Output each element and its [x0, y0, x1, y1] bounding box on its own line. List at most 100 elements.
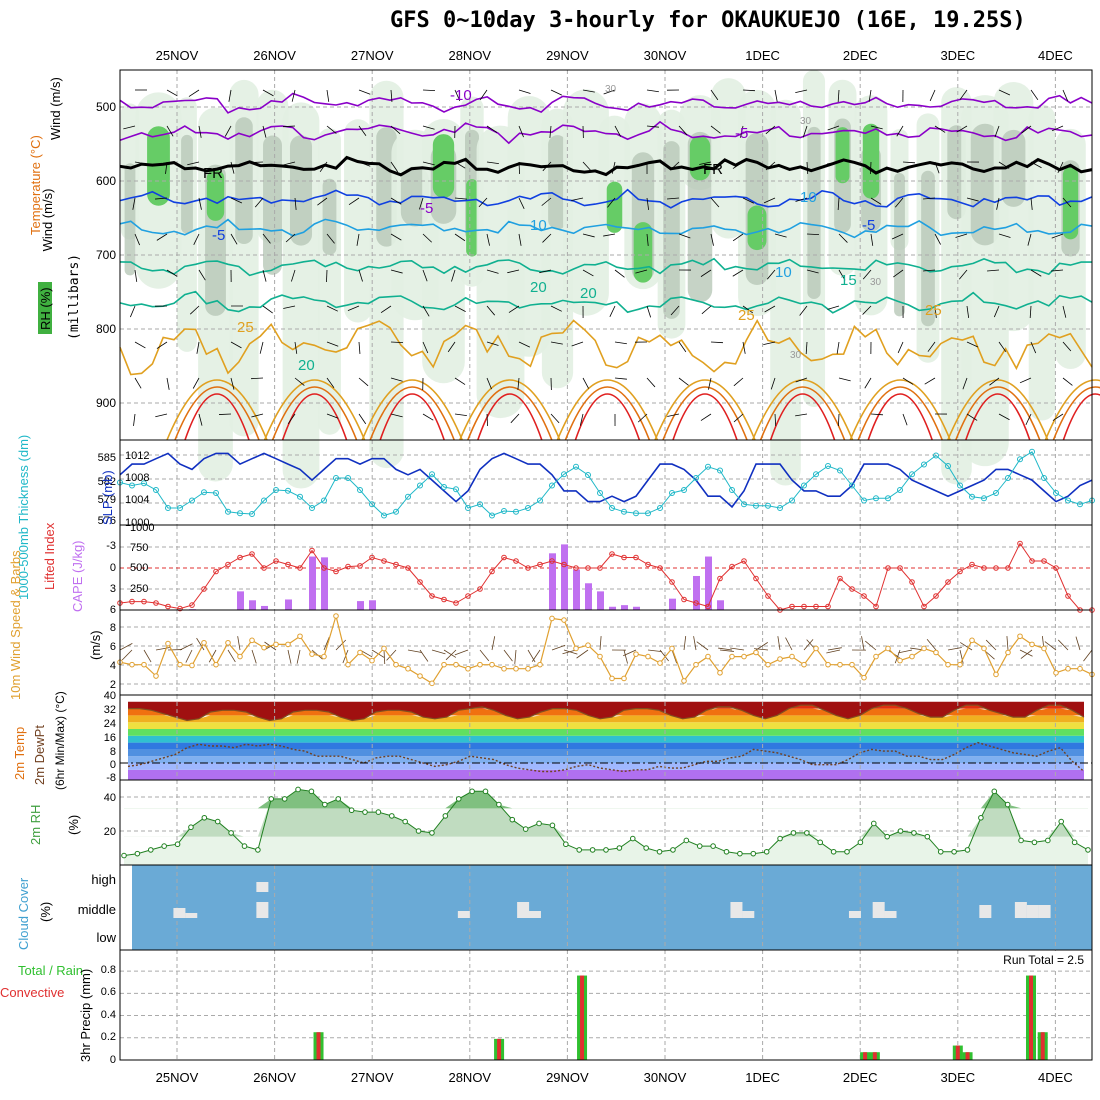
lifted-point — [417, 579, 423, 585]
wind-barb — [262, 89, 274, 97]
wind-speed-point — [297, 633, 303, 640]
thickness-point — [285, 487, 291, 494]
thickness-point — [261, 497, 267, 504]
wind-barb — [924, 377, 936, 385]
wind-barb — [603, 233, 616, 237]
bottom-date-label: 3DEC — [940, 1070, 975, 1085]
cape-tick: 750 — [130, 542, 148, 554]
precip-legend-convective: Convective — [0, 985, 64, 1000]
wind-barb — [486, 233, 490, 246]
rh-shade-mid — [894, 172, 905, 317]
wind-barb — [774, 89, 778, 102]
wind-speed-point — [261, 644, 267, 651]
precip-tick: 0.8 — [101, 964, 116, 976]
wind-barb — [230, 233, 238, 245]
wind-barb — [710, 233, 714, 246]
lifted-point — [825, 603, 831, 610]
thickness-point — [837, 467, 843, 474]
rh-shade-mid — [663, 141, 680, 319]
surface-wind-barb — [491, 636, 496, 651]
contour-label: FR — [703, 161, 723, 178]
lifted-point — [249, 551, 255, 557]
wind-barb — [134, 269, 138, 282]
surface-wind-barb — [730, 647, 745, 651]
wind-barb — [1030, 269, 1042, 277]
lifted-point — [285, 561, 291, 568]
wind-speed-point — [873, 653, 879, 660]
wind-barb — [795, 89, 808, 94]
lifted-point — [849, 586, 855, 592]
wind-barb — [582, 269, 594, 277]
rh-shade-high — [606, 181, 623, 233]
wind-barb — [508, 305, 520, 313]
rh-unit-label: (%) — [66, 815, 81, 835]
wind-speed-point — [405, 665, 411, 672]
wind-barb — [838, 413, 840, 427]
wind-barb — [862, 305, 872, 315]
wind-barb — [518, 341, 531, 348]
wind-barb — [805, 341, 808, 354]
rh-point — [1031, 839, 1038, 846]
rh-shade-high — [1062, 166, 1079, 240]
rh-point — [362, 809, 368, 815]
lifted-point — [225, 561, 231, 568]
wind-barb — [188, 89, 200, 97]
wind-barb — [132, 197, 136, 210]
wind-barb — [193, 233, 200, 245]
rh-tick: 20 — [104, 826, 116, 838]
cloud-bg — [132, 865, 1092, 950]
lifted-point — [681, 596, 687, 603]
rh-shade-light — [563, 89, 609, 316]
precip-tick: 0.6 — [101, 986, 116, 998]
rh-point — [964, 847, 971, 853]
cape-bar — [321, 557, 328, 610]
thickness-point — [585, 472, 591, 478]
wind-barb — [998, 233, 1011, 238]
cape-bar — [633, 606, 640, 610]
rh-point — [509, 816, 516, 823]
surface-wind-barb — [754, 648, 769, 651]
rh-point — [683, 837, 690, 844]
wind-barb — [1021, 125, 1032, 134]
bottom-date-label: 4DEC — [1038, 1070, 1073, 1085]
contour-label: 10 — [530, 217, 547, 234]
wind-speed-point — [681, 678, 687, 684]
wind-barb — [646, 305, 652, 318]
precip-frame — [119, 949, 1093, 1061]
wind-barb — [838, 377, 851, 382]
wind-barb — [806, 233, 820, 236]
lifted-point — [153, 600, 159, 606]
wind-barb — [678, 377, 689, 386]
lifted-point — [345, 563, 351, 570]
warm-isotherm — [477, 393, 543, 441]
rh-point — [1071, 839, 1078, 846]
wind-barb — [198, 197, 202, 210]
rh-shade-mid — [548, 135, 567, 230]
thickness-point — [549, 482, 555, 489]
rh-point — [696, 843, 703, 849]
wind-speed-point — [789, 653, 795, 660]
wind-barb — [966, 413, 978, 421]
wind-barb — [1030, 161, 1042, 169]
wind-barb — [390, 341, 404, 344]
dewpt-axis-label: 2m DewPt — [32, 725, 47, 785]
wind-barb — [282, 125, 296, 128]
wind-barb — [198, 269, 206, 281]
thickness-point — [849, 482, 855, 489]
lifted-point — [537, 561, 543, 568]
wind-barb — [550, 89, 563, 96]
wind-barb — [870, 233, 874, 246]
warm-isotherm — [361, 379, 463, 441]
top-date-label: 4DEC — [1038, 48, 1073, 63]
surface-wind-barb — [287, 649, 292, 664]
wind-barb — [795, 377, 808, 383]
wind-barb — [358, 269, 363, 282]
temp-band — [128, 722, 1084, 729]
wind-speed-point — [153, 673, 159, 679]
isotherm-line — [119, 318, 1093, 376]
lifted-point — [333, 568, 339, 575]
cape-bar — [621, 605, 628, 610]
wind-barb — [582, 377, 590, 389]
rh-point — [817, 839, 824, 846]
thickness-point — [297, 493, 303, 500]
